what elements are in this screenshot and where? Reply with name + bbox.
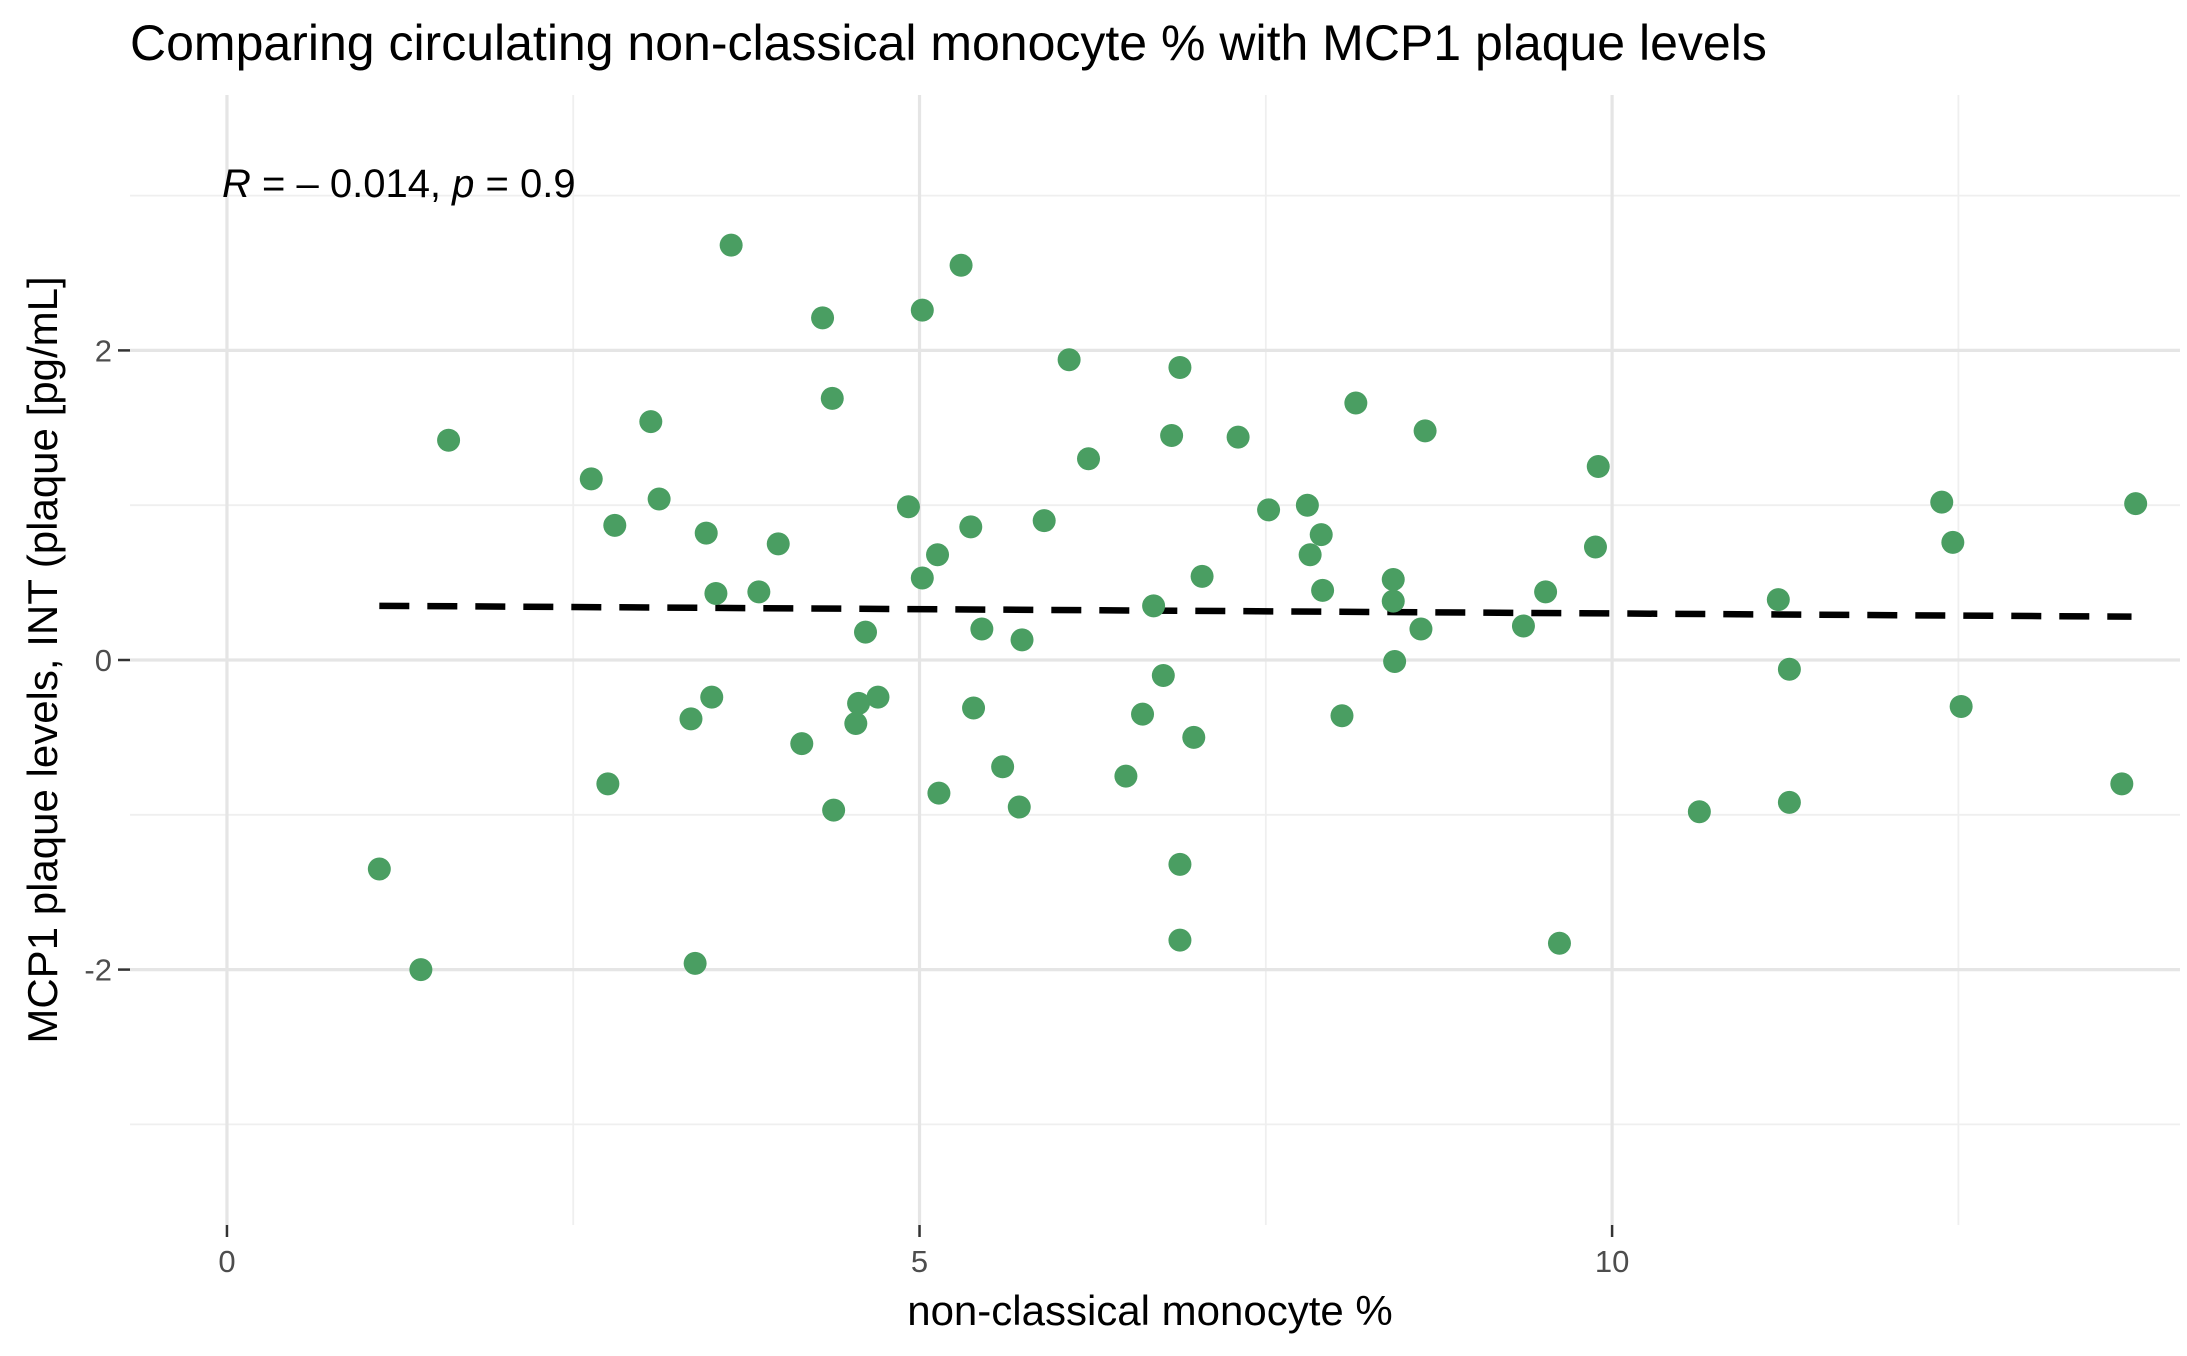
data-point	[1547, 931, 1571, 955]
data-point	[1077, 447, 1101, 471]
data-point	[1413, 419, 1437, 443]
data-point	[747, 580, 771, 604]
data-point	[1766, 588, 1790, 612]
p-symbol: p	[451, 162, 474, 206]
data-point	[700, 685, 724, 709]
data-point	[694, 521, 718, 545]
data-point	[1007, 795, 1031, 819]
data-point	[1298, 543, 1322, 567]
data-point	[854, 620, 878, 644]
x-axis-title: non-classical monocyte %	[907, 1287, 1393, 1334]
data-point	[766, 532, 790, 556]
data-point	[1131, 702, 1155, 726]
data-point	[1168, 928, 1192, 952]
data-point	[927, 781, 951, 805]
data-point	[822, 798, 846, 822]
data-point	[1949, 694, 1973, 718]
data-point	[1381, 589, 1405, 613]
data-point	[820, 386, 844, 410]
data-point	[1777, 657, 1801, 681]
data-point	[790, 732, 814, 756]
data-point	[409, 958, 433, 982]
data-point	[991, 755, 1015, 779]
data-point	[1941, 530, 1965, 554]
tick-layer: -2 0 2 0 5 10	[84, 333, 1629, 1279]
data-point	[1295, 493, 1319, 517]
data-point	[596, 772, 620, 796]
x-tick-label: 5	[911, 1244, 928, 1279]
data-point	[1511, 614, 1535, 638]
data-point	[910, 566, 934, 590]
data-point	[949, 253, 973, 277]
p-value: = 0.9	[474, 162, 575, 206]
x-tick-label: 0	[218, 1244, 235, 1279]
data-point	[1311, 578, 1335, 602]
data-point	[367, 857, 391, 881]
data-point	[1534, 580, 1558, 604]
point-layer	[367, 233, 2148, 982]
data-point	[844, 711, 868, 735]
data-point	[959, 515, 983, 539]
y-tick-label: 2	[95, 333, 112, 368]
y-tick-label: 0	[95, 643, 112, 678]
data-point	[896, 495, 920, 519]
data-point	[719, 233, 743, 257]
data-point	[679, 707, 703, 731]
data-point	[1383, 650, 1407, 674]
data-point	[1583, 535, 1607, 559]
data-point	[847, 691, 871, 715]
data-point	[1142, 594, 1166, 618]
data-point	[2124, 492, 2148, 516]
data-point	[1309, 523, 1333, 547]
data-point	[1114, 764, 1138, 788]
data-point	[1930, 490, 1954, 514]
data-point	[1409, 617, 1433, 641]
data-point	[910, 298, 934, 322]
data-point	[1010, 628, 1034, 652]
data-point	[1257, 498, 1281, 522]
data-point	[1160, 424, 1184, 448]
data-point	[683, 951, 707, 975]
data-point	[1381, 568, 1405, 592]
regression-line-layer	[379, 602, 2132, 620]
data-point	[962, 696, 986, 720]
r-value: = – 0.014,	[251, 162, 452, 206]
data-point	[1032, 509, 1056, 533]
data-point	[2110, 772, 2134, 796]
data-point	[1151, 663, 1175, 687]
data-point	[1057, 348, 1081, 372]
data-point	[811, 306, 835, 330]
x-tick-label: 10	[1595, 1244, 1629, 1279]
data-point	[647, 487, 671, 511]
data-point	[1687, 800, 1711, 824]
data-point	[970, 617, 994, 641]
correlation-annotation: R = – 0.014, p = 0.9	[222, 162, 576, 206]
data-point	[1777, 790, 1801, 814]
data-point	[1168, 355, 1192, 379]
data-point	[866, 685, 890, 709]
data-point	[1182, 725, 1206, 749]
data-point	[1344, 391, 1368, 415]
regression-line	[379, 602, 2132, 620]
grid-layer	[130, 95, 2180, 1225]
chart-title: Comparing circulating non-classical mono…	[130, 15, 1767, 71]
data-point	[603, 513, 627, 537]
data-point	[579, 467, 603, 491]
data-point	[1586, 455, 1610, 479]
data-point	[639, 410, 663, 434]
y-tick-label: -2	[84, 953, 112, 988]
data-point	[1190, 564, 1214, 588]
data-point	[1168, 852, 1192, 876]
data-point	[1226, 425, 1250, 449]
data-point	[437, 428, 461, 452]
y-axis-title: MCP1 plaque levels, INT (plaque [pg/mL]	[19, 276, 66, 1043]
data-point	[1330, 704, 1354, 728]
data-point	[704, 581, 728, 605]
data-point	[926, 543, 950, 567]
r-symbol: R	[222, 162, 251, 206]
